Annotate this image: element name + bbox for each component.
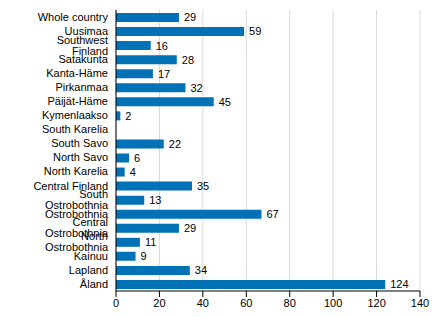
svg-text:20: 20 (153, 297, 165, 309)
svg-text:South Karelia: South Karelia (42, 123, 109, 135)
svg-text:Lapland: Lapland (69, 264, 108, 276)
svg-text:Kainuu: Kainuu (74, 250, 108, 262)
svg-text:17: 17 (158, 68, 170, 80)
svg-text:29: 29 (184, 11, 196, 23)
svg-text:6: 6 (134, 152, 140, 164)
svg-text:120: 120 (367, 297, 385, 309)
svg-text:35: 35 (197, 180, 209, 192)
svg-text:Åland: Åland (80, 278, 108, 290)
svg-text:100: 100 (324, 297, 342, 309)
svg-text:29: 29 (184, 222, 196, 234)
svg-text:67: 67 (266, 208, 278, 220)
svg-text:124: 124 (390, 278, 408, 290)
svg-text:34: 34 (195, 264, 207, 276)
svg-text:Kymenlaakso: Kymenlaakso (42, 109, 108, 121)
svg-text:45: 45 (219, 96, 231, 108)
svg-text:80: 80 (284, 297, 296, 309)
svg-text:28: 28 (182, 54, 194, 66)
svg-text:Pirkanmaa: Pirkanmaa (55, 81, 108, 93)
svg-text:16: 16 (156, 40, 168, 52)
svg-text:22: 22 (169, 138, 181, 150)
svg-text:0: 0 (113, 297, 119, 309)
svg-text:32: 32 (190, 82, 202, 94)
svg-text:Whole country: Whole country (38, 11, 109, 23)
svg-text:North Savo: North Savo (53, 151, 108, 163)
svg-text:North Karelia: North Karelia (44, 165, 109, 177)
svg-text:South Savo: South Savo (51, 137, 108, 149)
svg-text:59: 59 (249, 25, 261, 37)
svg-text:140: 140 (411, 297, 429, 309)
svg-text:Satakunta: Satakunta (58, 53, 108, 65)
svg-text:9: 9 (141, 250, 147, 262)
svg-text:60: 60 (240, 297, 252, 309)
svg-text:Päijät-Häme: Päijät-Häme (47, 95, 108, 107)
svg-text:13: 13 (149, 194, 161, 206)
svg-text:2: 2 (125, 110, 131, 122)
svg-text:4: 4 (130, 166, 136, 178)
svg-text:Kanta-Häme: Kanta-Häme (46, 67, 108, 79)
svg-text:11: 11 (145, 236, 156, 248)
svg-text:40: 40 (197, 297, 209, 309)
